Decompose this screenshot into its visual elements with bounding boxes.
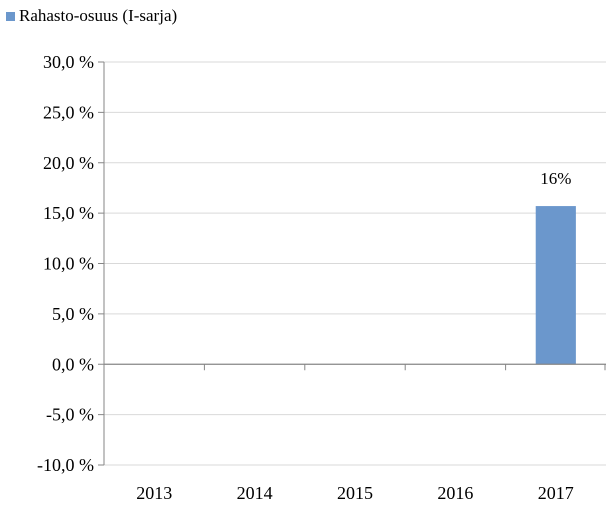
y-tick-label: 15,0 % bbox=[43, 203, 94, 223]
x-tick-labels: 2013 2014 2015 2016 2017 bbox=[136, 483, 574, 503]
legend-label: Rahasto-osuus (I-sarja) bbox=[19, 6, 178, 25]
legend: Rahasto-osuus (I-sarja) bbox=[6, 6, 177, 26]
y-tick-label: 0,0 % bbox=[52, 354, 94, 374]
gridlines bbox=[104, 61, 606, 466]
x-tick-label-2015: 2015 bbox=[337, 483, 373, 503]
x-tick-label-2014: 2014 bbox=[237, 483, 273, 503]
legend-swatch bbox=[6, 11, 15, 21]
y-tick-label: 5,0 % bbox=[52, 304, 94, 324]
y-tick-label: 25,0 % bbox=[43, 102, 94, 122]
x-tick-label-2013: 2013 bbox=[136, 483, 172, 503]
x-tick-label-2017: 2017 bbox=[538, 483, 574, 503]
bar-2017 bbox=[535, 206, 576, 365]
y-tick-label: 20,0 % bbox=[43, 153, 94, 173]
y-tick-labels: 30,0 % 25,0 % 20,0 % 15,0 % 10,0 % 5,0 % 0,0 %… bbox=[37, 52, 104, 475]
y-tick-label: 30,0 % bbox=[43, 52, 94, 72]
axes bbox=[103, 62, 606, 465]
bars bbox=[535, 206, 576, 365]
y-tick-label: -5,0 % bbox=[46, 405, 94, 425]
y-tick-label: -10,0 % bbox=[37, 455, 94, 475]
y-tick-label: 10,0 % bbox=[43, 254, 94, 274]
data-label-2017: 16% bbox=[540, 169, 571, 188]
x-tick-label-2016: 2016 bbox=[437, 483, 473, 503]
data-labels: 16% bbox=[540, 169, 571, 188]
